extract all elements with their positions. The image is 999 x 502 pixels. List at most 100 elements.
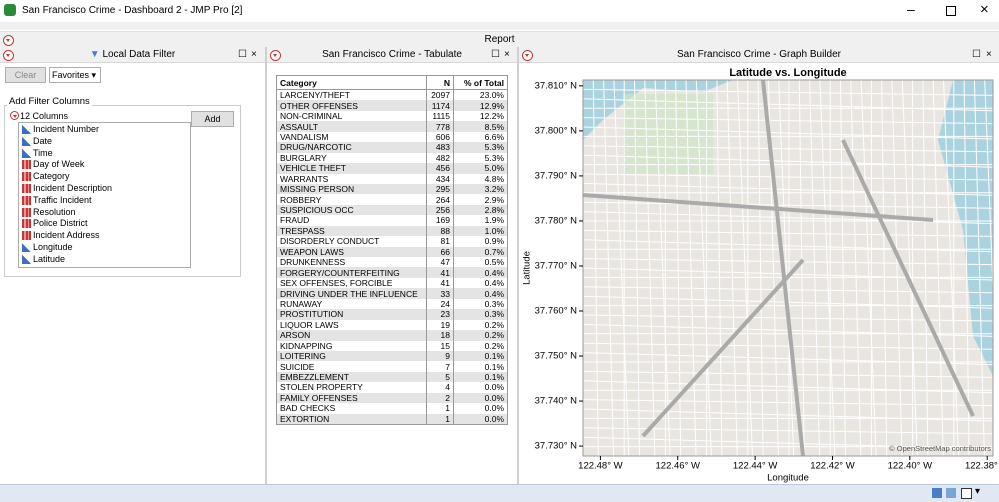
column-item[interactable]: Incident Address (21, 230, 186, 241)
table-row: LOITERING 9 0.1% (276, 350, 508, 362)
x-tick-label: 122.48° W (578, 461, 622, 472)
filter-toggle[interactable] (3, 50, 14, 61)
column-type-icon (22, 172, 31, 182)
report-bar: Report (0, 31, 999, 48)
table-cell: 6.6% (453, 131, 508, 143)
tabulate-table: Category N % of Total LARCENY/THEFT 2097 2… (276, 75, 508, 425)
column-item[interactable]: Incident Number (21, 124, 186, 135)
column-item[interactable]: Incident Description (21, 183, 186, 194)
table-row: RUNAWAY 24 0.3% (276, 298, 508, 310)
table-row: NON-CRIMINAL 1115 12.2% (276, 110, 508, 122)
table-cell: NON-CRIMINAL (276, 110, 427, 122)
column-item[interactable]: Date (21, 136, 186, 147)
column-list: Incident Number Date Time Day of Week Catego… (18, 122, 191, 268)
clear-button[interactable]: Clear (5, 67, 46, 83)
table-row: KIDNAPPING 15 0.2% (276, 340, 508, 351)
panel-close[interactable]: × (504, 49, 510, 60)
map-street (685, 79, 697, 457)
map-street (943, 79, 959, 457)
status-icon[interactable] (961, 488, 972, 499)
columns-count: 12 Columns (20, 111, 69, 121)
table-cell: 0.5% (453, 257, 508, 268)
table-cell: SUSPICIOUS OCC (276, 204, 427, 216)
table-cell: DISORDERLY CONDUCT (276, 236, 427, 247)
column-item[interactable]: Longitude (21, 242, 186, 253)
table-row: MISSING PERSON 295 3.2% (276, 183, 508, 195)
filter-title: Local Data Filter (102, 49, 176, 60)
column-item[interactable]: Resolution (21, 207, 186, 218)
column-item[interactable]: Police District (21, 218, 186, 229)
table-row: EMBEZZLEMENT 5 0.1% (276, 371, 508, 383)
map-street (582, 342, 994, 350)
y-tick-label: 37.810° N (535, 80, 577, 91)
table-cell: 0.0% (453, 413, 508, 425)
column-item[interactable]: Time (21, 148, 186, 159)
graph-header: San Francisco Crime - Graph Builder ☐ × (519, 47, 999, 63)
table-cell: FAMILY OFFENSES (276, 392, 427, 404)
graph-toggle[interactable] (522, 50, 533, 61)
table-cell: 482 (426, 152, 454, 164)
header-cell: Category (276, 75, 427, 90)
panel-close[interactable]: × (986, 49, 992, 60)
table-cell: MISSING PERSON (276, 183, 427, 195)
panel-restore[interactable]: ☐ (238, 49, 247, 60)
table-cell: 0.3% (453, 298, 508, 310)
column-type-icon (22, 231, 31, 241)
table-cell: 0.1% (453, 350, 508, 362)
map-street (798, 79, 805, 457)
column-type-icon (22, 219, 31, 229)
panel-restore[interactable]: ☐ (972, 49, 981, 60)
plot-frame (582, 79, 994, 457)
y-tick-label: 37.740° N (535, 396, 577, 407)
table-cell: 0.0% (453, 392, 508, 404)
map-street (582, 98, 994, 112)
table-cell: 0.4% (453, 267, 508, 278)
table-cell: ROBBERY (276, 194, 427, 205)
column-item[interactable]: Day of Week (21, 159, 186, 170)
column-item[interactable]: Traffic Incident (21, 195, 186, 206)
map-street (582, 258, 994, 266)
map-street (850, 79, 862, 457)
map-highway (841, 139, 975, 417)
table-cell: 4.8% (453, 173, 508, 184)
table-cell: 456 (426, 163, 454, 174)
column-type-icon (22, 148, 31, 158)
x-tick-label: 122.42° W (810, 461, 854, 472)
table-cell: 0.3% (453, 309, 508, 320)
map-attribution: © OpenStreetMap contributors (889, 444, 991, 453)
column-name: Longitude (33, 242, 73, 252)
map-water (583, 80, 733, 140)
status-icon[interactable] (932, 488, 942, 498)
panel-restore[interactable]: ☐ (491, 49, 500, 60)
table-cell: LOITERING (276, 350, 427, 362)
maximize-button[interactable] (946, 6, 956, 16)
map-street (582, 88, 994, 96)
report-toggle[interactable] (3, 35, 14, 46)
x-tick-label: 122.38° W (965, 461, 999, 472)
map-street (582, 145, 994, 153)
column-name: Resolution (33, 206, 76, 217)
panel-close[interactable]: × (251, 49, 257, 60)
table-cell: 1.9% (453, 215, 508, 226)
table-row: STOLEN PROPERTY 4 0.0% (276, 382, 508, 393)
tabulate-toggle[interactable] (270, 50, 281, 61)
close-button[interactable]: × (980, 1, 989, 18)
table-cell: SUICIDE (276, 361, 427, 372)
y-tick-label: 37.730° N (535, 441, 577, 452)
favorites-dropdown[interactable]: Favorites ▾ (49, 67, 101, 83)
table-cell: 0.7% (453, 246, 508, 257)
table-row: DISORDERLY CONDUCT 81 0.9% (276, 236, 508, 247)
minimize-button[interactable]: – (907, 1, 915, 17)
table-cell: 5.0% (453, 163, 508, 174)
status-dropdown[interactable]: ▾ (975, 486, 981, 497)
status-icon[interactable] (946, 488, 956, 498)
column-item[interactable]: Category (21, 171, 186, 182)
table-cell: 8.5% (453, 121, 508, 132)
add-button[interactable]: Add (191, 111, 234, 127)
columns-toggle[interactable] (10, 111, 19, 120)
table-cell: 5 (426, 371, 454, 383)
column-item[interactable]: Latitude (21, 254, 186, 265)
column-name: Traffic Incident (33, 194, 92, 205)
